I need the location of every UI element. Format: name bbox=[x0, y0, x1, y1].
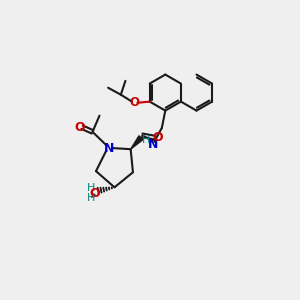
Text: O: O bbox=[89, 187, 100, 200]
Text: N: N bbox=[103, 142, 114, 154]
Text: H: H bbox=[87, 183, 95, 193]
Polygon shape bbox=[131, 136, 143, 149]
Text: H: H bbox=[87, 194, 95, 203]
Text: O: O bbox=[152, 131, 163, 144]
Text: H: H bbox=[142, 135, 151, 145]
Text: N: N bbox=[147, 138, 158, 151]
Text: O: O bbox=[130, 96, 140, 109]
Text: O: O bbox=[74, 121, 85, 134]
